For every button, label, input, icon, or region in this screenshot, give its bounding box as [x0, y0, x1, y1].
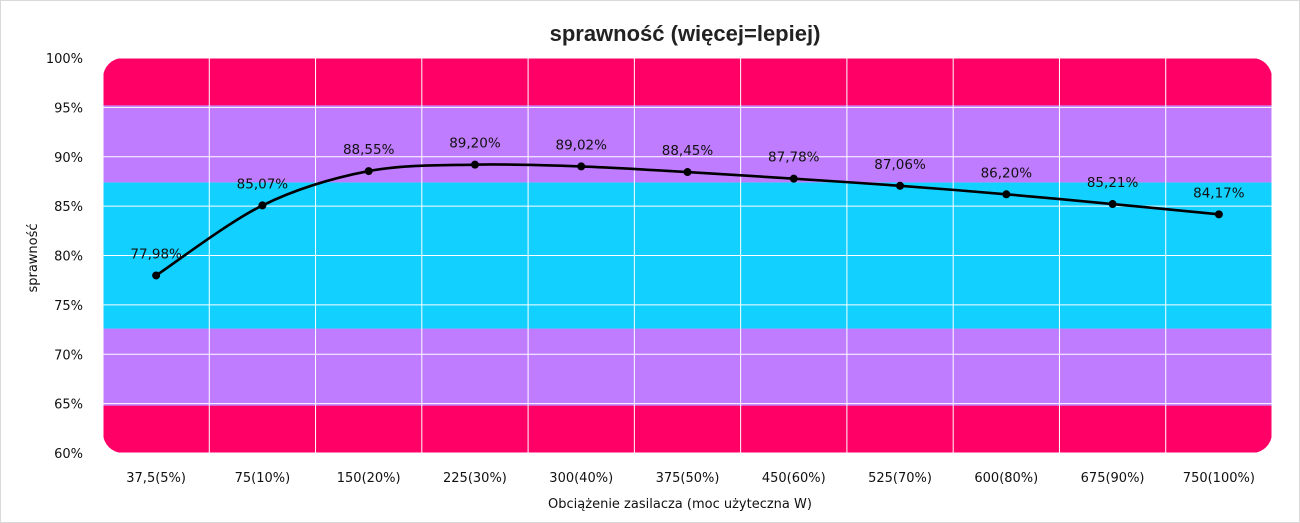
x-axis-label: Obciążenie zasilacza (moc użyteczna W) — [548, 497, 812, 512]
data-label: 85,07% — [237, 176, 289, 192]
y-axis-label: sprawność — [26, 223, 41, 292]
x-tick-labels: 37,5(5%) 75(10%) 150(20%) 225(30%) 300(40%) 3… — [126, 471, 1255, 486]
y-tick-label: 80% — [54, 250, 83, 265]
data-point — [470, 160, 479, 169]
chart-title: sprawność (więcej=lepiej) — [550, 21, 821, 46]
data-label: 89,02% — [555, 137, 607, 153]
data-point — [683, 168, 692, 177]
x-tick-label: 75(10%) — [235, 471, 291, 486]
x-tick-label: 675(90%) — [1081, 471, 1145, 486]
data-label: 87,78% — [768, 150, 820, 166]
data-label: 88,45% — [662, 143, 714, 159]
data-label: 77,98% — [130, 246, 182, 262]
data-point — [364, 167, 373, 176]
data-label: 89,20% — [449, 136, 501, 152]
data-point — [789, 174, 798, 183]
data-point — [577, 162, 586, 171]
y-tick-label: 95% — [54, 101, 83, 116]
grid-lines — [102, 57, 1273, 454]
y-tick-label: 75% — [54, 299, 83, 314]
x-tick-label: 225(30%) — [443, 471, 507, 486]
x-tick-label: 37,5(5%) — [126, 471, 186, 486]
data-label: 88,55% — [343, 142, 395, 158]
data-label: 86,20% — [981, 165, 1033, 181]
y-tick-labels: 60% 65% 70% 75% 80% 85% 90% 95% 100% — [46, 52, 83, 462]
x-tick-label: 600(80%) — [974, 471, 1038, 486]
y-tick-label: 85% — [54, 200, 83, 215]
data-point — [1108, 200, 1117, 209]
y-tick-label: 70% — [54, 348, 83, 363]
series-line-group — [152, 160, 1223, 280]
x-tick-label: 750(100%) — [1183, 471, 1255, 486]
data-label: 85,21% — [1087, 175, 1139, 191]
data-label: 87,06% — [874, 157, 926, 173]
data-point — [258, 201, 267, 210]
data-point — [896, 181, 905, 190]
y-tick-label: 90% — [54, 151, 83, 166]
data-label: 84,17% — [1193, 185, 1245, 201]
x-tick-label: 525(70%) — [868, 471, 932, 486]
data-point — [152, 271, 161, 280]
x-tick-label: 150(20%) — [337, 471, 401, 486]
data-point — [1214, 210, 1223, 219]
y-tick-label: 60% — [54, 447, 83, 462]
background-band-0 — [103, 405, 1272, 453]
x-tick-label: 450(60%) — [762, 471, 826, 486]
y-tick-label: 65% — [54, 398, 83, 413]
x-tick-label: 300(40%) — [549, 471, 613, 486]
y-tick-label: 100% — [46, 52, 83, 67]
background-band-1 — [103, 328, 1272, 406]
data-point — [1002, 190, 1011, 199]
data-labels: 77,98% 85,07% 88,55% 89,20% 89,02% 88,45% 87,7… — [130, 136, 1244, 263]
background-band-4 — [103, 58, 1272, 106]
x-tick-label: 375(50%) — [656, 471, 720, 486]
